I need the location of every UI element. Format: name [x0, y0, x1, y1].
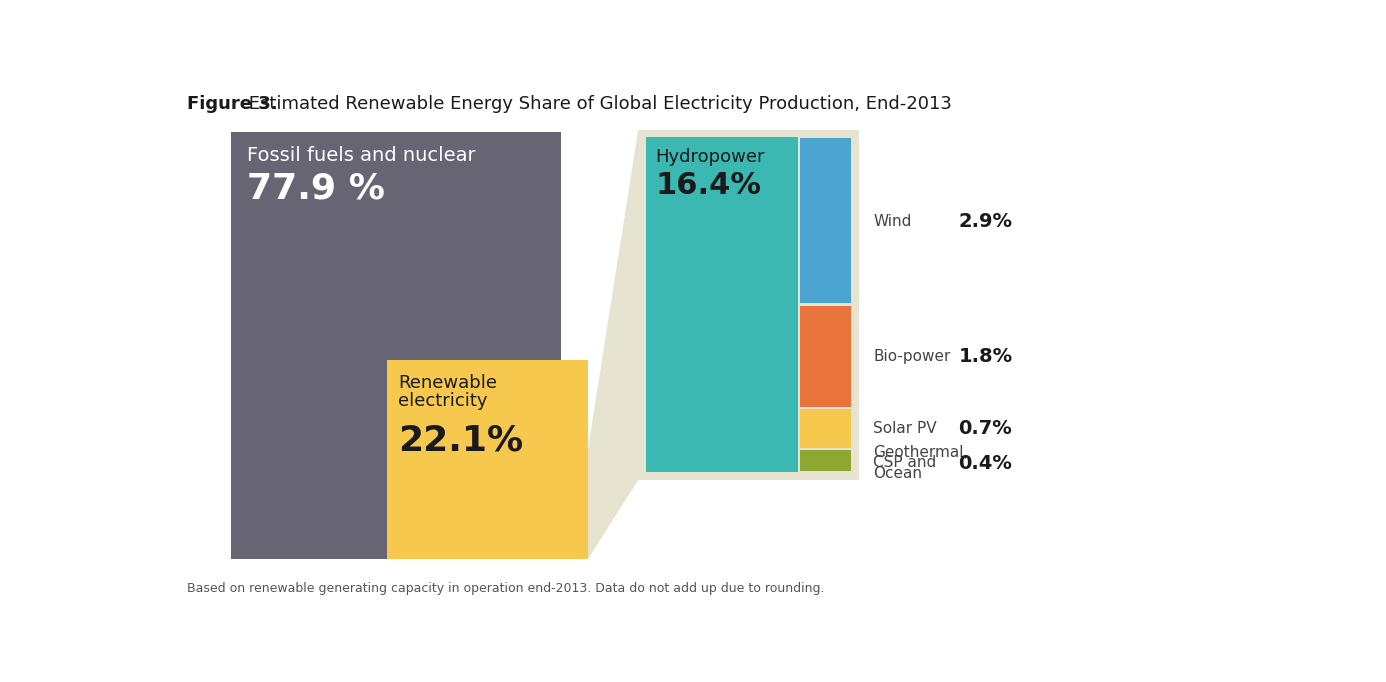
- Bar: [800, 409, 851, 447]
- Text: 16.4%: 16.4%: [656, 171, 761, 200]
- Text: Hydropower: Hydropower: [656, 148, 765, 166]
- Text: Geothermal,: Geothermal,: [873, 445, 969, 460]
- Bar: [800, 450, 851, 471]
- Text: 0.4%: 0.4%: [958, 454, 1012, 473]
- Bar: [638, 130, 859, 480]
- Bar: [646, 137, 798, 472]
- Text: Renewable: Renewable: [398, 374, 498, 392]
- Text: Solar PV: Solar PV: [873, 421, 937, 436]
- Text: Estimated Renewable Energy Share of Global Electricity Production, End-2013: Estimated Renewable Energy Share of Glob…: [243, 95, 952, 113]
- Text: 22.1%: 22.1%: [398, 424, 524, 457]
- Text: 0.7%: 0.7%: [958, 419, 1012, 439]
- Text: Based on renewable generating capacity in operation end-2013. Data do not add up: Based on renewable generating capacity i…: [187, 582, 825, 595]
- Text: 2.9%: 2.9%: [958, 211, 1012, 231]
- Text: CSP and: CSP and: [873, 456, 937, 471]
- Text: Bio-power: Bio-power: [873, 349, 951, 364]
- Polygon shape: [588, 130, 638, 559]
- Text: Ocean: Ocean: [873, 466, 922, 481]
- Text: Figure 3.: Figure 3.: [187, 95, 277, 113]
- Text: 77.9 %: 77.9 %: [247, 172, 385, 206]
- Bar: [800, 306, 851, 407]
- Bar: [388, 360, 588, 559]
- Text: Fossil fuels and nuclear: Fossil fuels and nuclear: [247, 146, 475, 165]
- Text: 1.8%: 1.8%: [958, 347, 1012, 366]
- Text: electricity: electricity: [398, 392, 488, 411]
- Bar: [800, 138, 851, 303]
- Bar: [231, 132, 561, 559]
- Text: Wind: Wind: [873, 213, 912, 228]
